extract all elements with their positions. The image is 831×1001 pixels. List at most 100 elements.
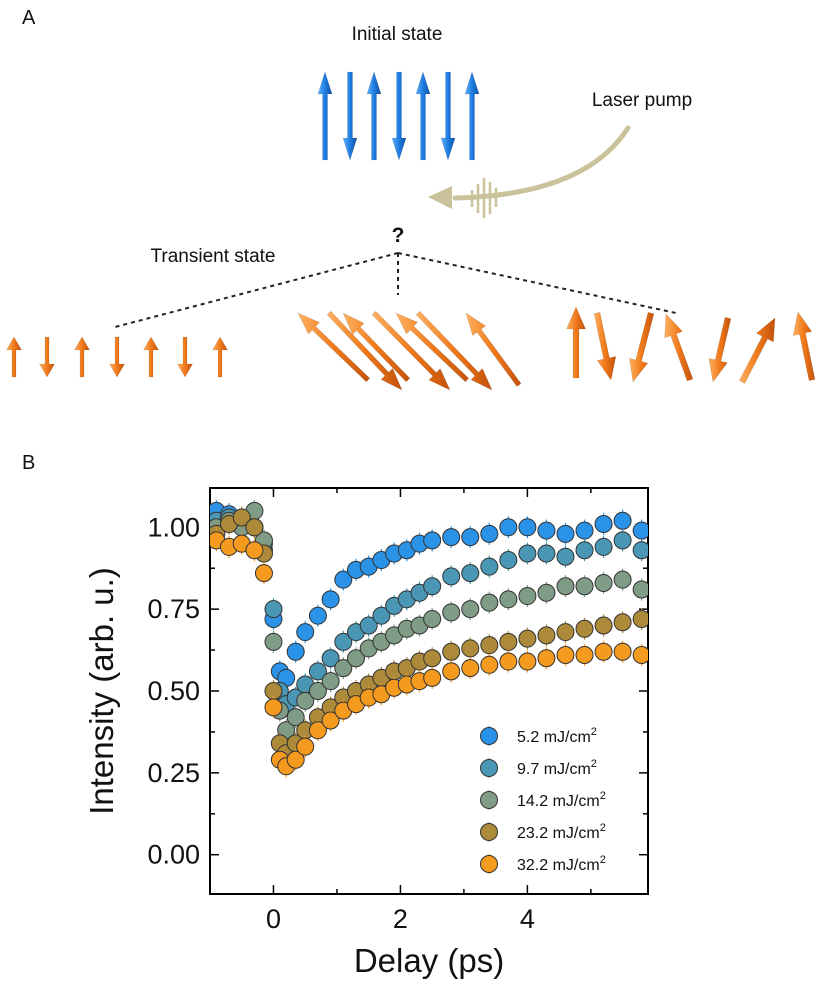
data-point [296, 691, 315, 710]
data-point [461, 639, 480, 658]
spin-up-arrow [211, 336, 229, 378]
data-point [461, 564, 480, 583]
data-point [423, 531, 442, 550]
data-point [334, 570, 353, 589]
disordered-spin-arrow [792, 311, 816, 381]
question-mark: ? [392, 224, 405, 247]
data-point [321, 649, 340, 668]
spin-down-arrow [342, 71, 358, 161]
data-point [613, 570, 632, 589]
axis-ticks [209, 488, 648, 894]
laser-pump-icon [428, 125, 631, 218]
data-point [499, 632, 518, 651]
canted-spin-arrow [371, 310, 451, 391]
data-point [423, 649, 442, 668]
data-point [575, 619, 594, 638]
data-point [296, 737, 315, 756]
data-point [321, 672, 340, 691]
data-point [499, 518, 518, 537]
data-point [442, 528, 461, 547]
data-point [423, 668, 442, 687]
data-point [308, 662, 327, 681]
data-point [480, 593, 499, 612]
legend-item: 23.2 mJ/cm2 [480, 822, 606, 842]
data-point [499, 652, 518, 671]
canted-spin-arrow [395, 312, 470, 383]
canted-spin-arrow [326, 310, 403, 391]
canted-spin-arrow [415, 310, 493, 391]
data-point [264, 632, 283, 651]
data-point [308, 606, 327, 625]
data-point [442, 603, 461, 622]
data-points [210, 499, 648, 778]
legend-marker [480, 823, 498, 841]
spin-up-arrow [317, 71, 333, 161]
data-point [556, 547, 575, 566]
legend-label: 23.2 mJ/cm2 [517, 822, 606, 842]
x-axis-label: Delay (ps) [354, 942, 504, 979]
branch-lines [114, 252, 677, 328]
spin-down-arrow [38, 336, 56, 378]
y-tick-label: 0.00 [147, 840, 200, 870]
data-point [334, 659, 353, 678]
data-point [537, 544, 556, 563]
data-point [613, 531, 632, 550]
data-point [308, 682, 327, 700]
data-point [499, 551, 518, 570]
data-point [442, 662, 461, 681]
legend-label: 5.2 mJ/cm2 [517, 726, 597, 746]
data-point [347, 649, 365, 668]
data-point [575, 521, 594, 540]
legend-item: 9.7 mJ/cm2 [480, 758, 597, 778]
panel-b-letter: B [22, 452, 35, 474]
data-point [442, 567, 461, 586]
data-point [613, 613, 632, 632]
panel-a: A Initial state Laser pump Transient sta… [5, 7, 816, 391]
data-point [537, 649, 556, 668]
data-point [575, 577, 594, 596]
disordered-spin-arrow [566, 306, 586, 379]
data-point [632, 609, 648, 628]
panel-b: B 0 2 4 0.00 0.25 0.50 0.75 1.00 Delay (ps) Inten… [22, 452, 649, 979]
data-point [232, 508, 251, 527]
data-point [632, 521, 648, 540]
spin-up-arrow [464, 71, 480, 161]
legend-label: 14.2 mJ/cm2 [517, 790, 606, 810]
series-5 [210, 529, 648, 778]
data-point [594, 616, 613, 635]
disordered-spin-arrow [664, 313, 694, 382]
data-point [632, 580, 648, 599]
laser-pump-label: Laser pump [592, 90, 692, 111]
data-point [518, 652, 537, 671]
x-tick-label: 0 [266, 904, 281, 934]
legend-marker [480, 791, 498, 809]
data-point [613, 511, 632, 530]
data-point [537, 521, 556, 540]
x-tick-label: 4 [520, 904, 535, 934]
data-point [286, 750, 305, 769]
legend-label: 9.7 mJ/cm2 [517, 758, 597, 778]
spin-down-arrow [108, 336, 126, 378]
transient-disordered-spins [566, 306, 816, 384]
data-point [423, 577, 442, 596]
data-point [556, 623, 575, 642]
data-point [518, 544, 537, 563]
data-point [334, 632, 353, 651]
spin-up-arrow [142, 336, 160, 378]
data-point [264, 600, 283, 619]
data-point [613, 642, 632, 661]
data-point [518, 518, 537, 537]
data-point [556, 645, 575, 664]
spin-down-arrow [440, 71, 456, 161]
data-point [308, 721, 327, 740]
canted-spin-arrow [465, 312, 522, 387]
disordered-spin-arrow [629, 311, 655, 383]
spin-down-arrow [176, 336, 194, 378]
initial-state-spins [317, 71, 480, 161]
data-point [264, 698, 283, 717]
legend-item: 14.2 mJ/cm2 [480, 790, 606, 810]
data-point [245, 541, 264, 560]
data-point [575, 541, 594, 560]
initial-state-label: Initial state [352, 24, 443, 45]
